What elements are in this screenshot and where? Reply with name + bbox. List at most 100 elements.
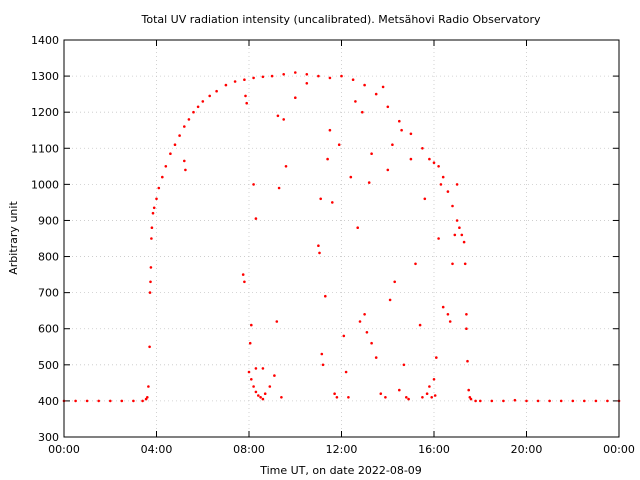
data-point <box>282 73 286 76</box>
data-point <box>583 399 586 403</box>
y-tick-label: 1100 <box>31 142 59 155</box>
data-point <box>317 74 320 78</box>
data-point <box>294 71 297 74</box>
chart-title: Total UV radiation intensity (uncalibrat… <box>141 13 541 26</box>
data-point <box>151 211 155 215</box>
data-point <box>347 396 350 399</box>
data-point <box>224 83 228 87</box>
data-point <box>284 165 288 168</box>
data-point <box>409 157 413 161</box>
data-point <box>155 197 158 201</box>
data-point <box>192 110 195 114</box>
y-tick-label: 900 <box>38 214 59 227</box>
data-point <box>363 83 366 87</box>
data-point <box>361 110 364 114</box>
x-tick-label: 00:00 <box>48 443 80 456</box>
data-point <box>349 175 353 179</box>
data-point <box>261 397 265 401</box>
data-point <box>466 359 469 363</box>
data-point <box>184 168 187 172</box>
data-point <box>148 291 152 294</box>
data-point <box>252 183 255 186</box>
data-point <box>393 280 397 284</box>
data-point <box>462 240 466 244</box>
data-point <box>455 219 459 222</box>
y-tick-label: 700 <box>38 287 59 300</box>
data-point <box>559 399 563 403</box>
data-point <box>388 298 392 302</box>
data-point <box>490 399 494 403</box>
data-point <box>425 392 429 396</box>
data-point <box>328 76 332 80</box>
data-point <box>469 397 473 401</box>
data-point <box>248 341 252 345</box>
data-point <box>243 78 246 81</box>
data-point <box>150 226 154 229</box>
data-point <box>157 186 161 190</box>
data-point <box>320 352 324 356</box>
y-tick-label: 1400 <box>31 34 59 47</box>
data-point <box>328 128 332 132</box>
data-point <box>148 345 151 349</box>
data-point <box>187 118 191 121</box>
data-point <box>409 132 413 136</box>
data-point <box>356 226 360 229</box>
data-point <box>428 157 431 161</box>
data-point <box>147 385 150 388</box>
data-point <box>421 396 424 399</box>
data-point <box>276 114 280 118</box>
data-point <box>370 152 373 155</box>
data-point <box>273 374 276 377</box>
data-point <box>326 157 329 161</box>
data-point <box>430 396 434 399</box>
data-point <box>252 76 255 80</box>
x-axis-label: Time UT, on date 2022-08-09 <box>259 464 422 477</box>
y-tick-label: 800 <box>38 251 59 264</box>
data-point <box>305 82 309 85</box>
data-point <box>594 399 598 403</box>
data-point <box>261 367 265 370</box>
y-tick-label: 1300 <box>31 70 59 83</box>
data-point <box>333 392 336 396</box>
data-point <box>85 399 89 403</box>
data-point <box>374 356 378 359</box>
data-point <box>460 233 464 237</box>
data-point <box>381 85 385 89</box>
data-point <box>244 94 247 98</box>
data-point <box>606 399 609 403</box>
data-point <box>97 399 100 403</box>
data-point <box>263 392 267 396</box>
data-point <box>405 396 408 399</box>
data-point <box>282 118 286 121</box>
data-point <box>109 399 112 403</box>
data-point <box>305 73 309 76</box>
data-point <box>439 183 443 186</box>
data-point <box>247 370 251 374</box>
data-point <box>502 399 505 403</box>
data-point <box>241 273 245 276</box>
data-point <box>536 399 540 403</box>
data-point <box>324 294 327 298</box>
data-point <box>513 398 517 402</box>
x-tick-label: 04:00 <box>141 443 173 456</box>
x-tick-label: 16:00 <box>418 443 450 456</box>
data-point <box>340 74 343 78</box>
x-tick-label: 12:00 <box>326 443 358 456</box>
data-point <box>370 341 373 345</box>
data-point <box>161 175 164 179</box>
data-point <box>268 385 272 388</box>
data-point <box>245 101 248 105</box>
data-point <box>150 237 153 240</box>
data-point <box>467 388 471 392</box>
data-point <box>120 399 124 403</box>
data-point <box>321 363 325 367</box>
data-point <box>319 197 323 201</box>
y-tick-label: 1200 <box>31 106 59 119</box>
data-point <box>337 143 341 146</box>
data-point <box>149 266 153 269</box>
data-point <box>423 197 427 201</box>
data-point <box>433 394 437 397</box>
data-point <box>275 320 279 323</box>
data-point <box>152 206 156 210</box>
